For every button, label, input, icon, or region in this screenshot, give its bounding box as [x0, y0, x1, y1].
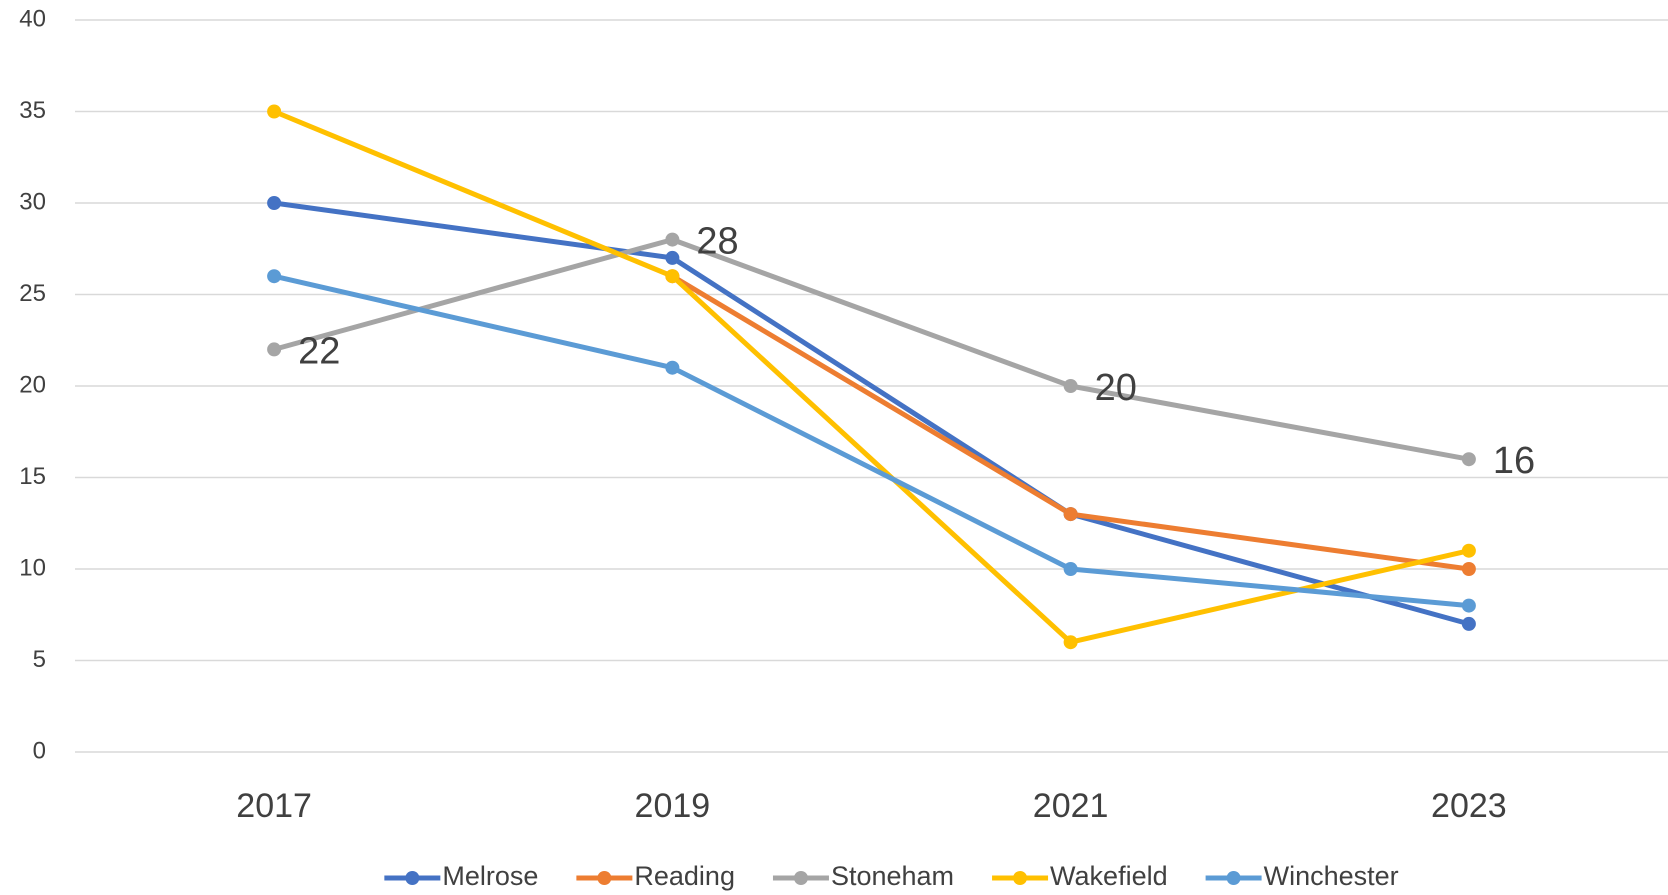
legend-marker: [793, 871, 808, 885]
data-point: [267, 342, 282, 357]
y-tick-label: 25: [19, 280, 46, 307]
data-point: [1063, 562, 1078, 576]
data-point: [1461, 598, 1476, 613]
y-tick-label: 5: [33, 646, 46, 673]
data-point: [1063, 379, 1078, 393]
legend-label: Winchester: [1264, 861, 1399, 891]
legend-label: Stoneham: [831, 861, 954, 891]
legend-marker: [597, 871, 612, 885]
y-tick-label: 40: [19, 5, 46, 32]
series-line: [273, 237, 1470, 462]
data-label: 22: [298, 330, 340, 372]
data-point: [665, 250, 680, 265]
x-tick-label: 2023: [1431, 787, 1507, 825]
y-tick-label: 30: [19, 188, 46, 215]
series-line: [671, 274, 1470, 572]
x-tick-label: 2021: [1033, 787, 1109, 825]
data-point: [1461, 616, 1476, 631]
data-point: [1461, 543, 1476, 558]
legend-marker: [1226, 871, 1241, 885]
data-point: [267, 104, 282, 119]
data-label: 28: [696, 221, 738, 263]
y-tick-label: 15: [19, 463, 46, 490]
data-point: [1461, 562, 1476, 576]
data-label: 20: [1095, 367, 1137, 409]
legend-marker: [1013, 871, 1028, 885]
data-point: [1461, 452, 1476, 467]
data-point: [1063, 635, 1078, 650]
series-line: [273, 200, 1470, 627]
data-point: [267, 269, 282, 284]
data-point: [665, 269, 680, 284]
series-line: [273, 109, 1470, 645]
legend-marker: [405, 871, 420, 885]
x-tick-label: 2017: [236, 787, 312, 825]
y-tick-label: 10: [19, 554, 46, 581]
x-tick-label: 2019: [635, 787, 711, 825]
data-point: [665, 360, 680, 375]
series-line: [273, 273, 1470, 609]
y-tick-label: 35: [19, 97, 46, 124]
data-point: [267, 196, 282, 210]
data-label: 16: [1493, 440, 1535, 482]
legend-label: Melrose: [442, 861, 538, 891]
y-tick-label: 20: [19, 371, 46, 398]
data-point: [665, 232, 680, 247]
legend-label: Wakefield: [1050, 861, 1168, 891]
data-point: [1063, 507, 1078, 522]
legend-label: Reading: [634, 861, 735, 891]
y-tick-label: 0: [33, 737, 46, 764]
